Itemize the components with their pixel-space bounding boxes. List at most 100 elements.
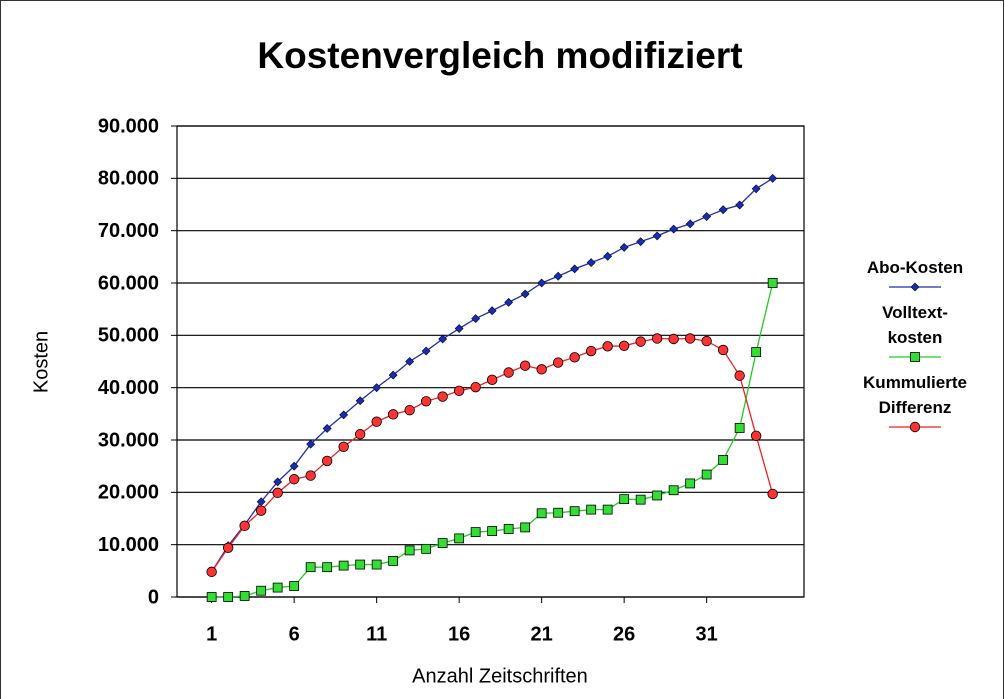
point (603, 251, 613, 261)
point (306, 439, 316, 449)
legend-swatch (889, 352, 941, 362)
point (553, 271, 563, 281)
point (520, 522, 531, 533)
point (569, 352, 580, 363)
y-tick-label: 80.000 (98, 168, 159, 190)
point (669, 224, 679, 234)
point (602, 341, 613, 352)
x-tick-label: 16 (448, 623, 470, 645)
point (239, 591, 250, 601)
point (701, 335, 712, 347)
point (910, 352, 920, 362)
point (767, 278, 778, 288)
point (471, 314, 481, 324)
y-tick-label: 50.000 (98, 325, 159, 347)
point (536, 364, 547, 375)
point (372, 383, 382, 393)
point (470, 527, 481, 538)
point (338, 560, 349, 571)
x-tick-label: 21 (531, 623, 553, 645)
point (652, 490, 663, 501)
point (438, 334, 448, 344)
legend-entry: Kummulierte Differenz (856, 370, 974, 434)
point (239, 520, 250, 532)
legend-label: Kummulierte Differenz (863, 373, 967, 417)
x-tick-label: 1 (206, 623, 217, 645)
point (404, 545, 415, 556)
point (585, 345, 597, 357)
point (635, 494, 646, 505)
point (570, 264, 580, 274)
point (437, 538, 448, 548)
y-tick-label: 60.000 (98, 272, 159, 294)
y-axis-title: Kosten (30, 331, 52, 393)
point (322, 562, 333, 573)
point (717, 344, 729, 356)
point (321, 455, 333, 467)
point (503, 524, 514, 534)
point (619, 242, 629, 252)
legend-swatch (889, 421, 941, 433)
point (322, 424, 332, 433)
point (371, 416, 382, 427)
point (718, 454, 729, 465)
point (569, 506, 580, 517)
plot-area (176, 125, 805, 598)
point (256, 585, 267, 596)
point (519, 360, 531, 371)
point (388, 370, 398, 380)
legend-label: Volltext-kosten (882, 303, 948, 347)
legend-label: Abo-Kosten (866, 258, 964, 277)
point (273, 477, 283, 487)
y-tick-label: 30.000 (98, 429, 159, 451)
point (685, 219, 695, 229)
point (635, 336, 646, 347)
point (734, 423, 745, 433)
point (255, 505, 267, 516)
point (355, 396, 365, 406)
point (503, 367, 514, 378)
point (404, 404, 415, 416)
x-tick-label: 26 (613, 623, 635, 645)
point (701, 469, 712, 480)
point (702, 212, 712, 221)
point (388, 555, 399, 566)
point (420, 396, 432, 407)
point (387, 409, 399, 420)
point (537, 278, 547, 288)
x-tick-label: 31 (696, 623, 718, 645)
point (487, 526, 498, 536)
x-tick-label: 6 (289, 623, 300, 645)
point (206, 566, 217, 578)
y-tick-label: 70.000 (98, 220, 159, 242)
point (750, 430, 762, 442)
point (487, 306, 497, 316)
point (504, 297, 514, 307)
point (421, 543, 432, 554)
point (552, 357, 564, 368)
point (909, 421, 921, 433)
point (421, 346, 431, 356)
point (289, 581, 300, 591)
point (768, 173, 778, 183)
point (206, 592, 217, 602)
point (272, 582, 283, 593)
point (223, 592, 234, 602)
point (751, 184, 761, 194)
x-axis-title: Anzahl Zeitschriften (412, 665, 588, 687)
point (486, 374, 498, 386)
point (338, 441, 349, 453)
point (651, 333, 663, 344)
point (586, 258, 596, 268)
point (668, 333, 679, 345)
x-tick-label: 11 (366, 623, 387, 645)
point (586, 504, 597, 515)
y-tick-label: 10.000 (98, 534, 159, 556)
point (288, 474, 300, 485)
point (619, 494, 630, 505)
point (618, 340, 630, 352)
point (272, 487, 283, 499)
point (652, 231, 662, 241)
